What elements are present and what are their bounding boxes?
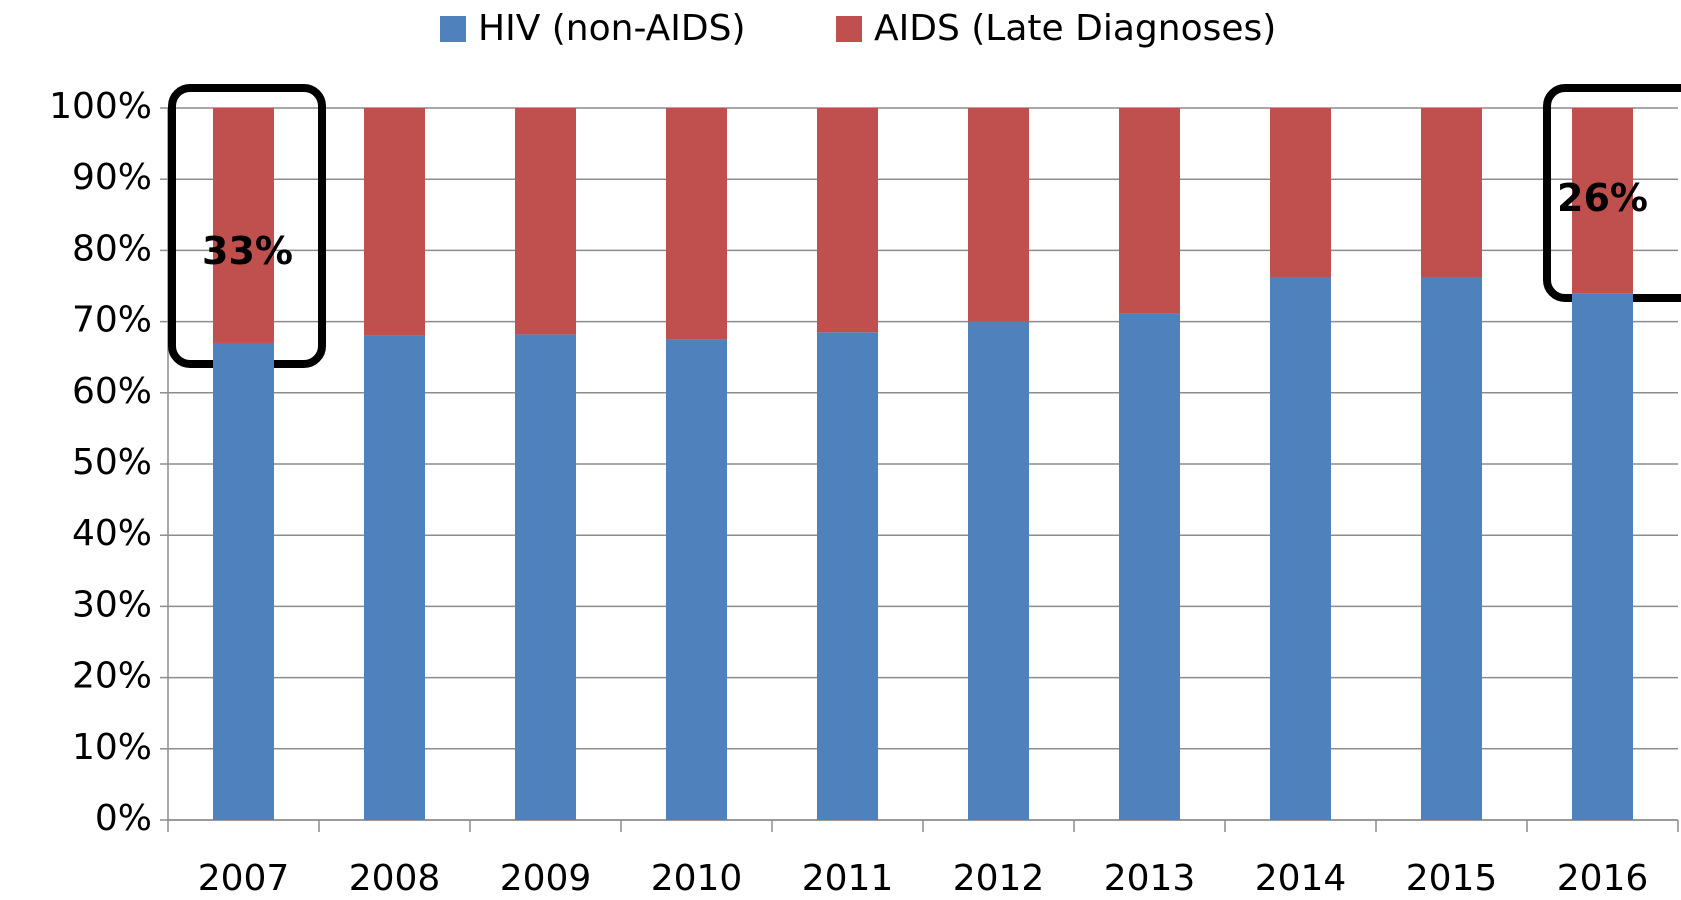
bar-segment [666, 339, 727, 820]
bar-segment [1572, 108, 1633, 294]
bar-segment [364, 335, 425, 820]
bar-segment [1270, 277, 1331, 820]
x-tick-label: 2012 [953, 858, 1045, 899]
bar-segment [1572, 293, 1633, 820]
y-tick-label: 50% [72, 442, 152, 483]
bar-segment [1421, 108, 1482, 278]
y-tick-label: 10% [72, 727, 152, 768]
y-tick-label: 90% [72, 157, 152, 198]
bar-segment [364, 108, 425, 336]
y-tick-label: 40% [72, 513, 152, 554]
x-tick-label: 2014 [1255, 858, 1347, 899]
x-tick-label: 2008 [349, 858, 441, 899]
y-tick-label: 80% [72, 228, 152, 269]
y-tick-label: 100% [49, 86, 152, 127]
bar-segment [213, 342, 274, 820]
y-tick-label: 60% [72, 371, 152, 412]
bar-segment [515, 108, 576, 335]
bar-segment [968, 321, 1029, 820]
y-tick-label: 70% [72, 300, 152, 341]
y-tick-label: 30% [72, 584, 152, 625]
data-label: 26% [1557, 176, 1648, 220]
bar-segment [515, 334, 576, 820]
x-tick-label: 2013 [1104, 858, 1196, 899]
x-tick-label: 2011 [802, 858, 894, 899]
bar-segment [817, 332, 878, 820]
bar-segment [1119, 108, 1180, 314]
x-tick-label: 2015 [1406, 858, 1498, 899]
y-tick-label: 20% [72, 656, 152, 697]
bar-segment [1421, 277, 1482, 820]
bar-segment [1119, 313, 1180, 820]
x-tick-label: 2016 [1557, 858, 1649, 899]
bar-segment [968, 108, 1029, 322]
legend-label: AIDS (Late Diagnoses) [874, 8, 1276, 49]
bar-segment [213, 108, 274, 343]
data-label: 33% [202, 229, 293, 273]
x-tick-label: 2007 [198, 858, 290, 899]
bar-segment [1270, 108, 1331, 278]
y-tick-label: 0% [95, 798, 152, 839]
bar-segment [817, 108, 878, 333]
x-tick-label: 2010 [651, 858, 743, 899]
bar-segment [666, 108, 727, 340]
x-tick-label: 2009 [500, 858, 592, 899]
legend-swatch [836, 16, 862, 42]
legend-label: HIV (non-AIDS) [478, 8, 746, 49]
legend-swatch [440, 16, 466, 42]
